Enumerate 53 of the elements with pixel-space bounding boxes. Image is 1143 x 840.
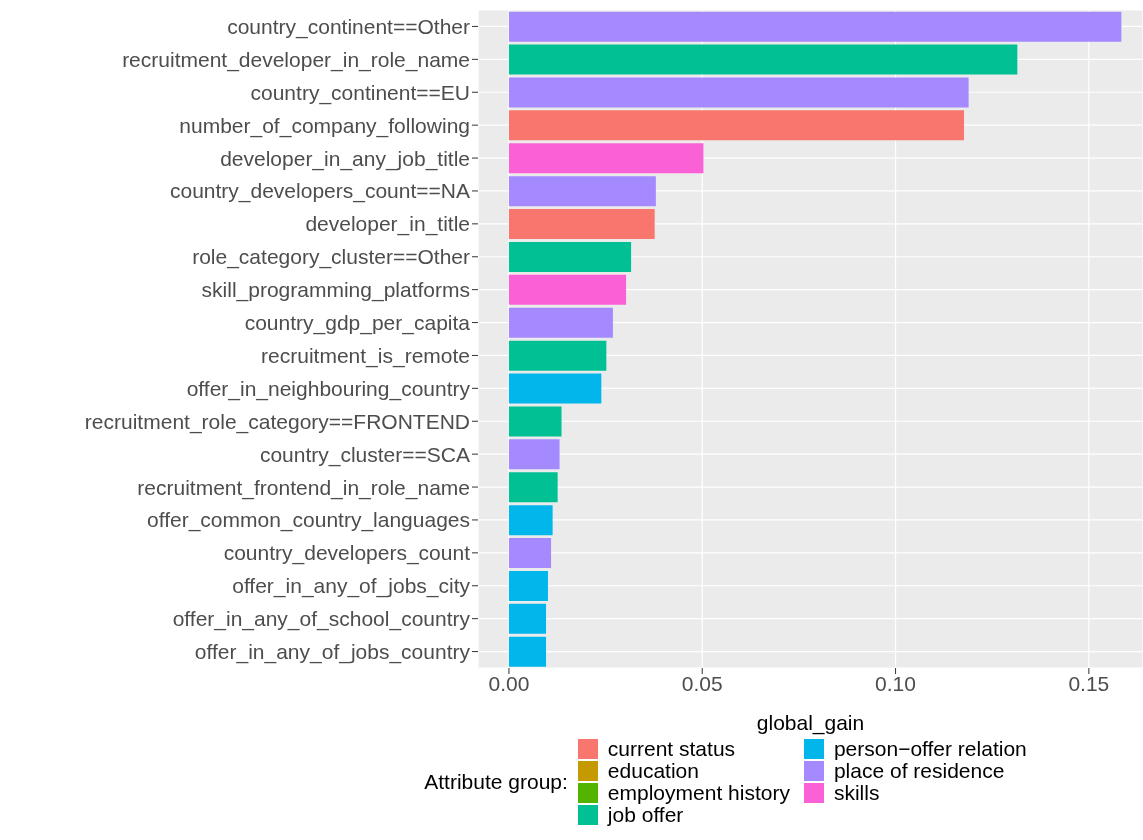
bar (508, 143, 704, 174)
y-tick-label: country_continent==EU (250, 80, 470, 105)
y-tick-label: recruitment_is_remote (261, 343, 470, 368)
bar (508, 209, 655, 240)
bar (508, 340, 607, 371)
y-tick-label: recruitment_role_category==FRONTEND (84, 409, 470, 434)
bar (508, 406, 562, 437)
x-axis-title: global_gain (756, 711, 865, 735)
y-tick-label: skill_programming_platforms (201, 278, 470, 303)
y-tick-label: country_continent==Other (227, 14, 470, 39)
y-tick-label: developer_in_title (305, 212, 470, 237)
y-tick-label: number_of_company_following (179, 113, 470, 138)
legend-label: person−offer relation (833, 737, 1027, 761)
y-tick-label: offer_in_any_of_jobs_country (194, 640, 471, 665)
bar (508, 505, 553, 536)
legend-label: job offer (607, 803, 684, 827)
bar (508, 307, 613, 338)
bar (508, 176, 656, 207)
legend-label: employment history (607, 781, 790, 805)
legend-label: skills (833, 781, 880, 805)
y-tick-label: offer_in_neighbouring_country (186, 376, 471, 401)
legend-label: education (607, 759, 699, 783)
y-tick-label: recruitment_frontend_in_role_name (137, 475, 470, 500)
bar (508, 77, 969, 108)
bar (508, 636, 547, 667)
bar (508, 274, 627, 305)
bar (508, 472, 558, 503)
bar (508, 603, 547, 634)
x-tick-label: 0.10 (875, 671, 916, 695)
y-tick-label: recruitment_developer_in_role_name (122, 47, 470, 72)
x-tick-label: 0.05 (681, 671, 723, 695)
y-tick-label: offer_in_any_of_school_country (172, 607, 471, 632)
bar (508, 439, 560, 470)
bar (508, 538, 552, 569)
x-tick-label: 0.15 (1068, 671, 1110, 695)
y-tick-label: country_gdp_per_capita (244, 311, 471, 335)
y-tick-label: country_developers_count (223, 541, 471, 566)
bar (508, 44, 1018, 75)
y-tick-label: country_developers_count==NA (169, 179, 470, 204)
y-tick-label: developer_in_any_job_title (220, 146, 470, 171)
y-tick-label: offer_in_any_of_jobs_city (232, 574, 471, 599)
x-tick-label: 0.00 (488, 671, 530, 695)
y-tick-label: offer_common_country_languages (147, 508, 470, 533)
legend-title: Attribute group: (424, 770, 568, 794)
legend-label: current status (607, 737, 736, 761)
bar (508, 241, 632, 272)
y-tick-label: country_cluster==SCA (259, 442, 470, 467)
bar (508, 570, 548, 601)
legend-label: place of residence (833, 759, 1005, 783)
bar (508, 11, 1122, 42)
bar (508, 373, 602, 404)
y-tick-label: role_category_cluster==Other (192, 245, 470, 270)
bar (508, 110, 964, 141)
